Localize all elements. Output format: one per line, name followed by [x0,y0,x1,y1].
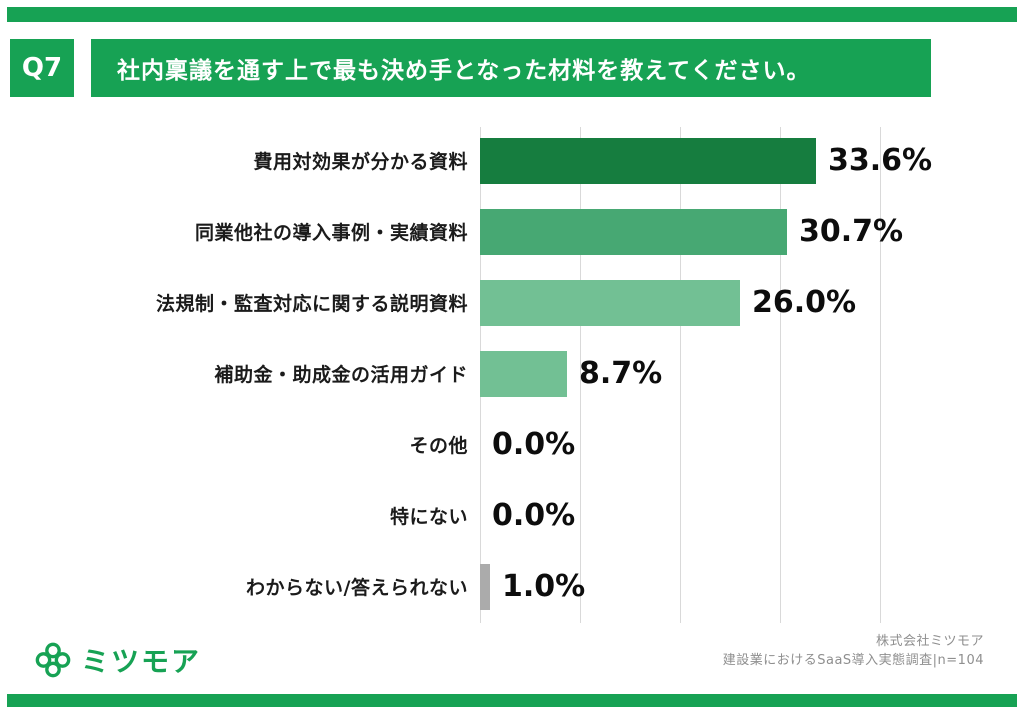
value-label: 30.7% [799,214,904,249]
chart-title: 社内稟議を通す上で最も決め手となった材料を教えてください。 [117,58,811,84]
value-label: 1.0% [502,569,586,604]
question-number-label: Q7 [21,53,63,83]
value-label: 8.7% [579,356,663,391]
bar-row: 補助金・助成金の活用ガイド 8.7% [0,338,1024,409]
category-label: 法規制・監査対応に関する説明資料 [155,293,468,315]
bar-row: 費用対効果が分かる資料 33.6% [0,125,1024,196]
category-label: 同業他社の導入事例・実績資料 [194,222,468,244]
bar-rows: 費用対効果が分かる資料 33.6% 同業他社の導入事例・実績資料 30.7% 法… [0,125,1024,622]
bar [480,137,816,184]
bar-wrap: 0.0% [480,427,1024,462]
bar-wrap: 1.0% [480,563,1024,610]
category-label: わからない/答えられない [246,577,468,599]
value-label: 26.0% [752,285,857,320]
value-label: 0.0% [492,427,576,462]
top-accent-strip [7,7,1017,22]
question-number-badge: Q7 [10,39,74,97]
bottom-accent-strip [7,694,1017,707]
bar-row: 特にない 0.0% [0,480,1024,551]
bar-row: その他 0.0% [0,409,1024,480]
mitsumoa-logo-icon [35,642,71,678]
bar [480,208,787,255]
bar-wrap: 8.7% [480,350,1024,397]
bar-chart: 費用対効果が分かる資料 33.6% 同業他社の導入事例・実績資料 30.7% 法… [0,125,1024,625]
value-label: 33.6% [828,143,933,178]
source-line-1: 株式会社ミツモア [875,634,984,649]
brand-name: ミツモア [81,645,202,678]
bar [480,279,740,326]
category-label: 費用対効果が分かる資料 [253,151,468,173]
bar [480,350,567,397]
bar-wrap: 0.0% [480,498,1024,533]
category-label: その他 [409,435,468,457]
bar [480,563,490,610]
source-text: 株式会社ミツモア 建設業におけるSaaS導入実態調査|n=104 [723,632,984,670]
source-line-2: 建設業におけるSaaS導入実態調査|n=104 [722,653,984,668]
bar-wrap: 30.7% [480,208,1024,255]
chart-title-bar: 社内稟議を通す上で最も決め手となった材料を教えてください。 [91,39,931,97]
bar-row: 法規制・監査対応に関する説明資料 26.0% [0,267,1024,338]
bar-row: 同業他社の導入事例・実績資料 30.7% [0,196,1024,267]
value-label: 0.0% [492,498,576,533]
bar-row: わからない/答えられない 1.0% [0,551,1024,622]
bar-wrap: 26.0% [480,279,1024,326]
category-label: 補助金・助成金の活用ガイド [214,364,468,386]
category-label: 特にない [389,506,468,528]
bar-wrap: 33.6% [480,137,1024,184]
mitsumoa-logo: ミツモア [34,640,201,680]
